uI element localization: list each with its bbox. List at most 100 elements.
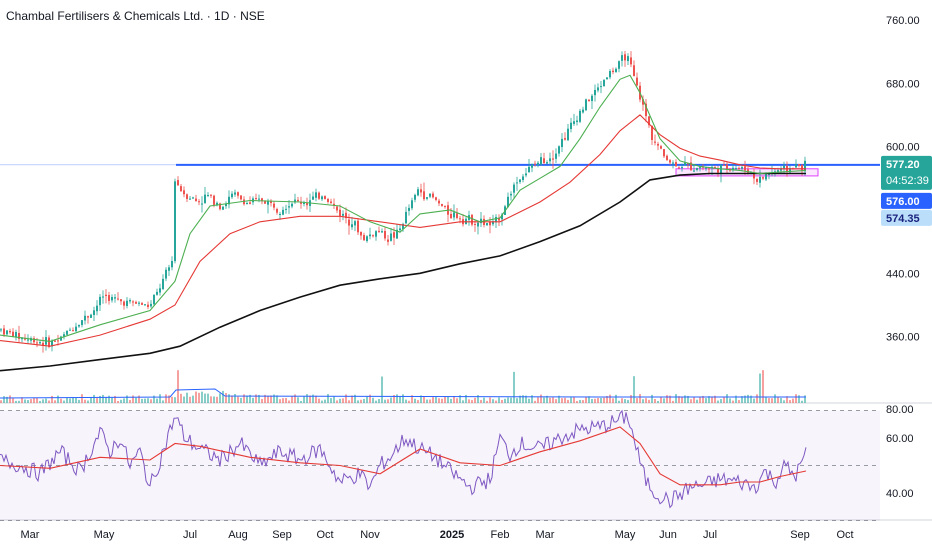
volume-bar — [285, 397, 287, 403]
candle-body — [651, 125, 653, 140]
candle-body — [84, 315, 86, 321]
candle-body — [132, 301, 134, 303]
moving-averages — [0, 74, 807, 372]
volume-bar — [423, 396, 425, 403]
volume-bar — [102, 394, 104, 403]
candle-body — [144, 304, 146, 306]
candle-body — [342, 213, 344, 216]
volume-bar — [132, 395, 134, 403]
time-tick-label: Aug — [228, 529, 248, 541]
volume-bar — [24, 399, 26, 403]
volume-bar — [54, 400, 56, 403]
candle-body — [396, 229, 398, 239]
candle-body — [390, 233, 392, 241]
candle-body — [690, 162, 692, 171]
candle-body — [138, 302, 140, 304]
candle-body — [492, 221, 494, 225]
volume-bar — [567, 399, 569, 403]
volume-bar — [117, 400, 119, 403]
candle-body — [237, 192, 239, 196]
volume-bar — [411, 395, 413, 403]
volume-bar — [75, 397, 77, 403]
volume-bar — [36, 397, 38, 403]
volume-bar — [777, 396, 779, 403]
volume-bar — [585, 396, 587, 403]
volume-bar — [255, 394, 257, 403]
candle-body — [297, 199, 299, 202]
volume-bar — [288, 400, 290, 403]
candle-body — [306, 203, 308, 206]
price-tick-label: 760.00 — [886, 15, 920, 27]
volume-bar — [582, 400, 584, 403]
candle-body — [78, 324, 80, 327]
volume-bar — [216, 396, 218, 403]
candle-body — [426, 197, 428, 199]
candle-body — [753, 172, 755, 179]
volume-bar — [144, 398, 146, 403]
time-tick-label: Oct — [836, 529, 853, 541]
candle-body — [627, 56, 629, 62]
candle-body — [231, 193, 233, 198]
volume-bar — [45, 398, 47, 403]
volume-bar — [309, 395, 311, 403]
candle-body — [27, 339, 29, 341]
time-tick-label: Sep — [790, 529, 810, 541]
candle-body — [618, 61, 620, 69]
candle-body — [183, 190, 185, 195]
volume-bar — [324, 399, 326, 403]
candle-body — [699, 167, 701, 169]
volume-bar — [603, 397, 605, 403]
candle-body — [669, 160, 671, 163]
volume-bar — [750, 395, 752, 403]
candle-body — [246, 203, 248, 205]
time-axis: Mar May Jul Aug Sep Oct Nov 2025 Feb Mar May Jun Jul… — [21, 529, 854, 541]
last-price-label: 577.20 — [886, 159, 920, 171]
volume-bar — [162, 400, 164, 403]
volume-bar — [174, 397, 176, 403]
volume-bar — [495, 400, 497, 403]
volume-bar — [363, 398, 365, 403]
volume-bar — [456, 398, 458, 403]
volume-bar — [759, 373, 761, 403]
volume-bar — [762, 370, 764, 403]
candle-body — [399, 228, 401, 231]
volume-bar — [444, 396, 446, 403]
volume-bar — [570, 397, 572, 403]
volume-bar — [756, 394, 758, 403]
candle-body — [414, 194, 416, 200]
volume-bar — [168, 395, 170, 403]
volume-bar — [561, 398, 563, 403]
volume-bar — [375, 400, 377, 403]
volume-bar — [654, 398, 656, 403]
candle-body — [165, 269, 167, 279]
candle-body — [90, 314, 92, 318]
volume-bar — [471, 400, 473, 403]
volume-bar — [714, 395, 716, 403]
candle-body — [798, 164, 800, 166]
volume-bar — [564, 397, 566, 403]
volume-bar — [618, 400, 620, 403]
volume-bar — [189, 396, 191, 403]
candle-body — [156, 291, 158, 295]
candle-body — [591, 95, 593, 102]
volume-bar — [504, 398, 506, 403]
candle-body — [261, 198, 263, 202]
candle-body — [735, 168, 737, 170]
candle-body — [768, 173, 770, 175]
volume-bar — [744, 395, 746, 403]
candle-body — [180, 186, 182, 192]
volume-bar — [768, 398, 770, 403]
volume-bar — [720, 399, 722, 403]
candle-body — [441, 203, 443, 206]
volume-bar — [642, 399, 644, 403]
volume-bar — [291, 396, 293, 403]
volume-bar — [588, 396, 590, 403]
price-tick-label: 600.00 — [886, 142, 920, 154]
volume-bar — [747, 394, 749, 403]
rsi-line — [0, 409, 807, 509]
volume-bar — [18, 400, 20, 403]
time-tick-label: Sep — [272, 529, 292, 541]
volume-bar — [705, 398, 707, 403]
volume-bar — [141, 398, 143, 403]
